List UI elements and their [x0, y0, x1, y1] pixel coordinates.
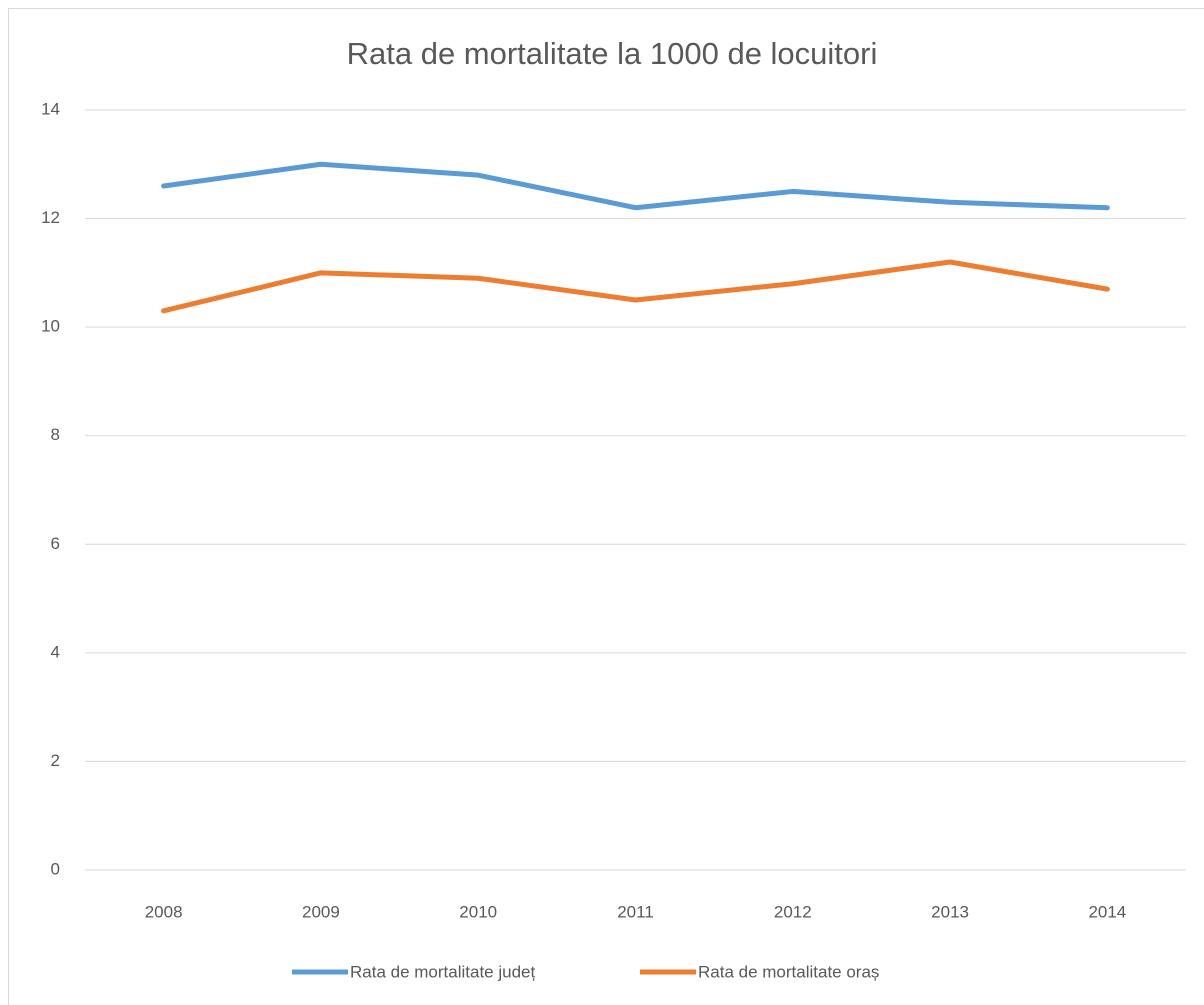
y-tick-label: 2	[51, 751, 60, 770]
x-tick-label: 2014	[1088, 902, 1126, 921]
x-tick-label: 2008	[145, 902, 183, 921]
chart-frame	[8, 8, 1204, 1005]
x-tick-label: 2010	[459, 902, 497, 921]
x-tick-label: 2013	[931, 902, 969, 921]
series-line	[161, 161, 1110, 211]
x-tick-label: 2009	[302, 902, 340, 921]
x-tick-label: 2011	[617, 902, 654, 921]
y-tick-label: 8	[51, 425, 60, 444]
y-tick-label: 0	[51, 859, 60, 878]
y-tick-label: 14	[41, 99, 60, 118]
y-tick-label: 4	[51, 642, 60, 661]
chart-title: Rata de mortalitate la 1000 de locuitori	[347, 36, 878, 71]
legend-label: Rata de mortalitate oraș	[698, 962, 879, 981]
y-tick-label: 10	[41, 317, 60, 336]
y-tick-label: 12	[41, 208, 60, 227]
x-tick-label: 2012	[774, 902, 812, 921]
legend-label: Rata de mortalitate județ	[350, 962, 535, 981]
y-tick-label: 6	[51, 534, 60, 553]
series-line	[161, 259, 1110, 314]
